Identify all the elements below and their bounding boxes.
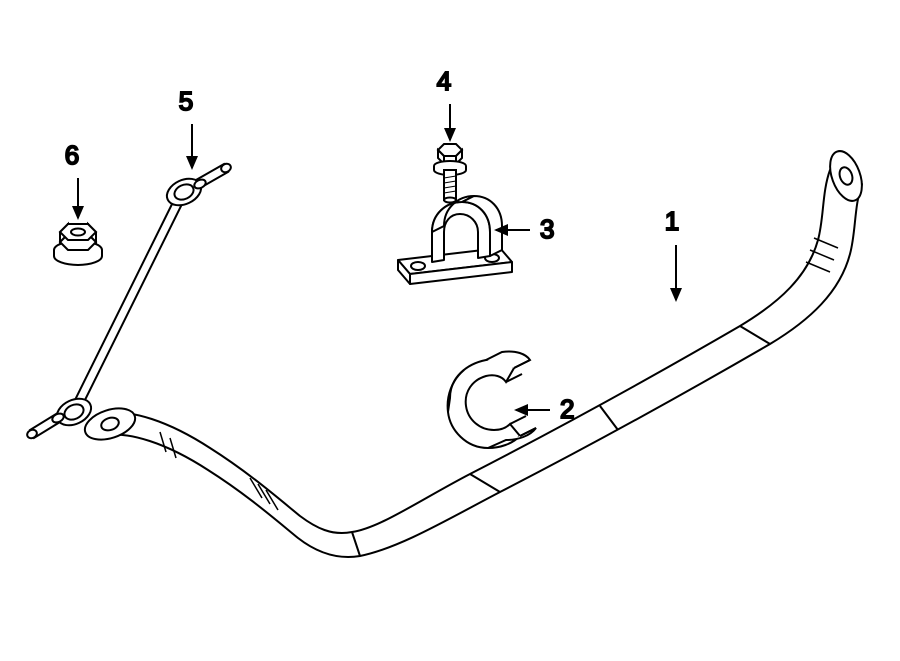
- nut: [54, 224, 102, 265]
- bracket: [398, 196, 512, 284]
- callout-label-2: 2: [560, 394, 574, 424]
- bushing: [448, 351, 536, 448]
- callout-label-6: 6: [65, 140, 79, 170]
- bolt: [434, 144, 466, 203]
- callout-label-1: 1: [665, 206, 679, 236]
- callout-label-4: 4: [437, 66, 451, 96]
- callout-label-5: 5: [179, 86, 193, 116]
- parts-diagram: 1 2 3 4 5 6: [0, 0, 900, 661]
- callout-label-3: 3: [540, 214, 554, 244]
- stabilizer-link: [26, 162, 232, 439]
